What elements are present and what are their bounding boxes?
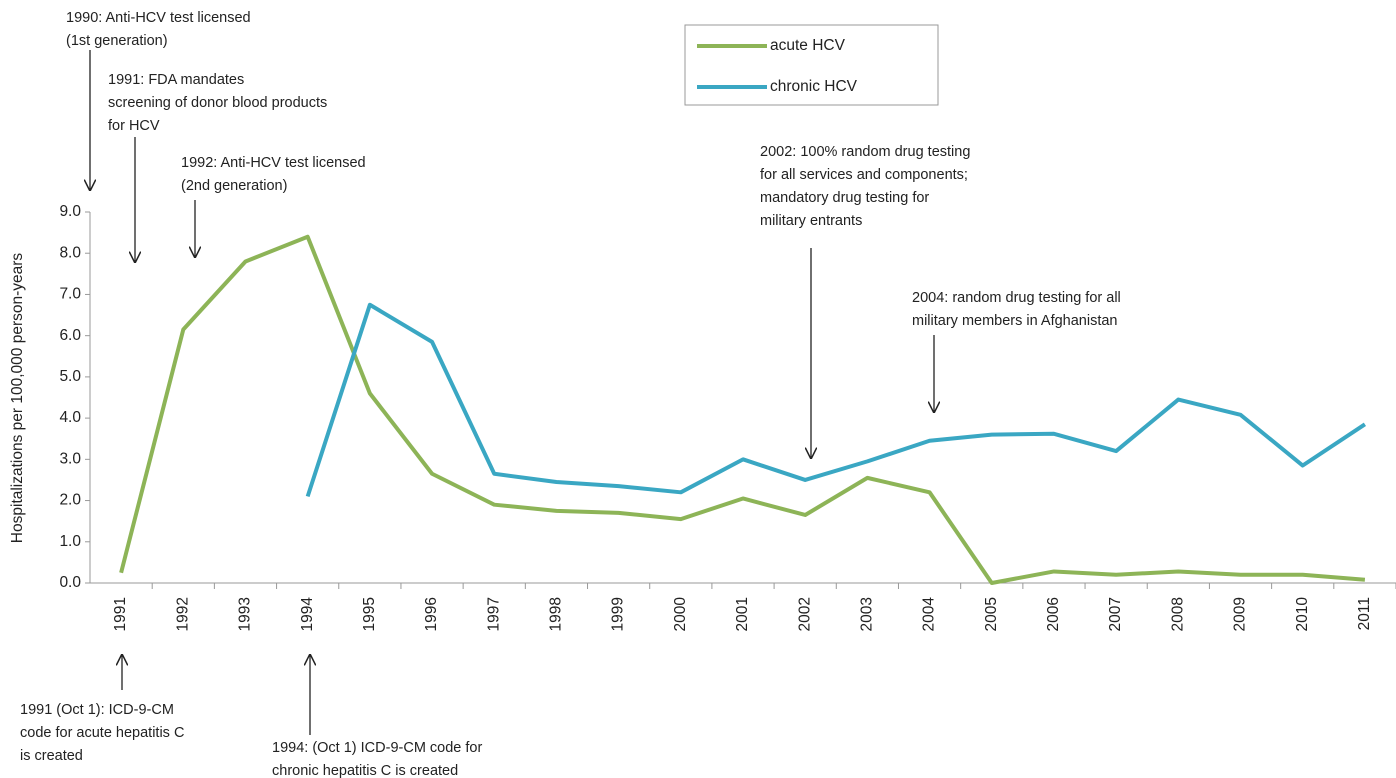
annotation: is created bbox=[20, 748, 83, 764]
annotation: for HCV bbox=[108, 118, 160, 134]
x-tick-label: 2003 bbox=[858, 597, 875, 631]
x-tick-label: 1998 bbox=[548, 597, 565, 631]
y-tick-label: 4.0 bbox=[59, 409, 81, 426]
annotation: 1994: (Oct 1) ICD-9-CM code for bbox=[272, 740, 482, 756]
annotation: 1992: Anti-HCV test licensed bbox=[181, 155, 366, 171]
annotation: for all services and components; bbox=[760, 167, 968, 183]
x-tick-label: 2001 bbox=[734, 597, 751, 631]
annotation: 1990: Anti-HCV test licensed bbox=[66, 10, 251, 26]
y-tick-label: 2.0 bbox=[59, 492, 81, 509]
x-tick-label: 2011 bbox=[1356, 597, 1373, 630]
x-tick-label: 1992 bbox=[174, 597, 191, 631]
series-line bbox=[305, 302, 1367, 498]
x-tick-label: 2000 bbox=[672, 597, 689, 632]
annotation: military members in Afghanistan bbox=[912, 313, 1118, 329]
x-tick-label: 2008 bbox=[1169, 597, 1186, 631]
x-tick-label: 2004 bbox=[921, 597, 938, 632]
y-tick-label: 7.0 bbox=[59, 286, 81, 303]
y-tick-label: 1.0 bbox=[59, 533, 81, 550]
annotation: military entrants bbox=[760, 213, 862, 229]
annotation: 1991 (Oct 1): ICD-9-CM bbox=[20, 702, 174, 718]
y-tick-label: 6.0 bbox=[59, 327, 81, 344]
y-tick-label: 0.0 bbox=[59, 574, 81, 591]
annotation: chronic hepatitis C is created bbox=[272, 763, 458, 778]
x-tick-label: 1991 bbox=[112, 597, 129, 631]
annotation: 2002: 100% random drug testing bbox=[760, 144, 970, 160]
annotation: 1991: FDA mandates bbox=[108, 72, 244, 88]
legend-label: acute HCV bbox=[770, 37, 846, 54]
annotation: 2004: random drug testing for all bbox=[912, 290, 1121, 306]
annotation: code for acute hepatitis C bbox=[20, 725, 184, 741]
x-tick-label: 1997 bbox=[485, 597, 502, 631]
y-tick-label: 5.0 bbox=[59, 368, 81, 385]
x-tick-label: 2002 bbox=[796, 597, 813, 631]
series-line bbox=[119, 234, 1366, 585]
y-tick-label: 3.0 bbox=[59, 450, 81, 467]
x-tick-label: 2005 bbox=[983, 597, 1000, 631]
x-tick-label: 1995 bbox=[361, 597, 378, 631]
x-tick-label: 2010 bbox=[1294, 597, 1311, 632]
x-tick-label: 1994 bbox=[299, 597, 316, 632]
annotation: (1st generation) bbox=[66, 33, 168, 49]
y-tick-label: 8.0 bbox=[59, 244, 81, 261]
y-tick-label: 9.0 bbox=[59, 203, 81, 220]
x-tick-label: 2007 bbox=[1107, 597, 1124, 631]
x-tick-label: 2009 bbox=[1232, 597, 1249, 631]
x-tick-label: 1996 bbox=[423, 597, 440, 631]
x-tick-label: 1993 bbox=[237, 597, 254, 631]
annotation: (2nd generation) bbox=[181, 178, 287, 194]
annotation: screening of donor blood products bbox=[108, 95, 327, 111]
legend-box bbox=[684, 24, 939, 106]
x-tick-label: 2006 bbox=[1045, 597, 1062, 631]
annotation: mandatory drug testing for bbox=[760, 190, 929, 206]
y-axis-label: Hospitalizations per 100,000 person-year… bbox=[9, 253, 26, 544]
x-tick-label: 1999 bbox=[610, 597, 627, 631]
legend-label: chronic HCV bbox=[770, 78, 858, 95]
